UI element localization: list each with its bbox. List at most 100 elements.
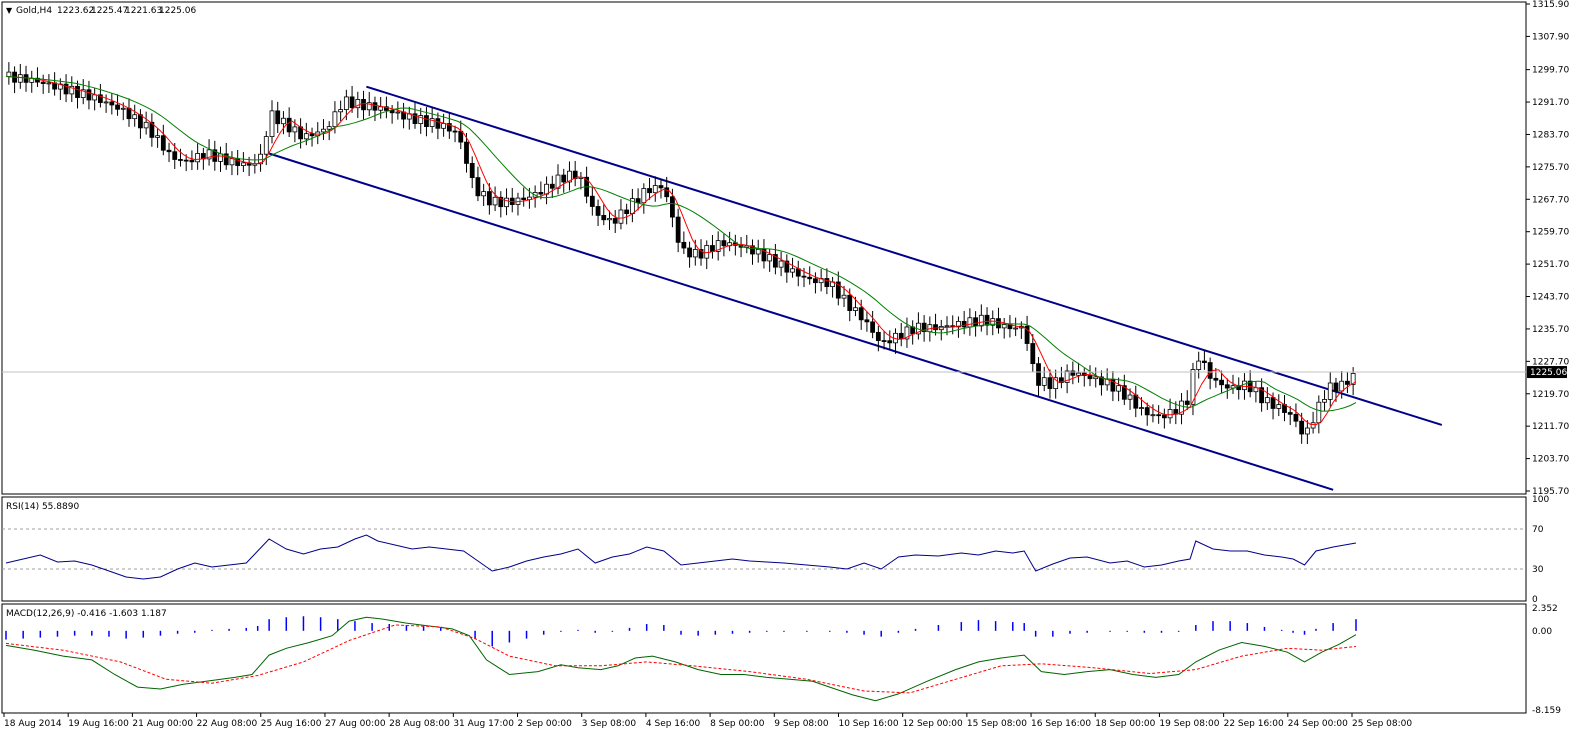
candle-bear xyxy=(612,218,618,224)
candle-bull xyxy=(715,240,721,252)
candle-bear xyxy=(475,177,481,197)
candle-bull xyxy=(1013,327,1019,330)
candle-bear xyxy=(784,260,790,273)
candle-bull xyxy=(1179,400,1184,415)
candle-bear xyxy=(1156,414,1162,417)
candle-bull xyxy=(1064,370,1070,383)
candle-bull xyxy=(1350,373,1356,385)
candle-bull xyxy=(1264,397,1270,404)
current-price-marker: 1225.06 xyxy=(2,366,1567,379)
candle-bear xyxy=(1293,413,1299,422)
header-close: 1225.06 xyxy=(159,6,196,16)
candle-bull xyxy=(755,248,761,255)
candle-bear xyxy=(160,135,166,151)
candle-bear xyxy=(349,96,355,109)
candle-bear xyxy=(1270,397,1276,409)
candle-bull xyxy=(1001,324,1007,329)
candle-bear xyxy=(469,163,475,179)
candle-bull xyxy=(1076,372,1081,376)
candle-bull xyxy=(92,94,98,101)
candle-bear xyxy=(1299,420,1305,435)
candle-bull xyxy=(218,153,223,162)
candle-bull xyxy=(69,85,75,95)
candle-bear xyxy=(1099,376,1104,386)
candle-bull xyxy=(1150,414,1156,417)
candle-bear xyxy=(881,340,887,342)
candle-bull xyxy=(652,185,658,194)
candle-bear xyxy=(1219,379,1224,386)
header-open: 1223.62 xyxy=(57,6,94,16)
time-axis: 18 Aug 2014 19 Aug 16:00 21 Aug 00:00 22 Au… xyxy=(3,713,1412,729)
candle-bear xyxy=(1224,384,1230,389)
candle-bear xyxy=(1070,370,1076,376)
candle-bear xyxy=(63,83,69,95)
candle-bear xyxy=(681,241,687,249)
candle-bull xyxy=(355,99,361,109)
candle-bull xyxy=(904,326,910,340)
regression-channel[interactable] xyxy=(268,85,1443,491)
candle-bull xyxy=(1053,377,1059,390)
candle-bear xyxy=(464,141,469,164)
candle-bull xyxy=(240,162,246,166)
macd-tick-label: 2.352 xyxy=(1532,604,1558,614)
candle-bear xyxy=(772,254,778,268)
price-tick-label: 1299.70 xyxy=(1532,66,1569,76)
candle-bear xyxy=(858,307,864,321)
candle-bull xyxy=(303,133,309,140)
rsi-panel[interactable] xyxy=(1,496,1527,602)
candle-bull xyxy=(1327,382,1333,400)
candle-bear xyxy=(86,89,92,101)
candle-bear xyxy=(538,191,544,195)
header-arrow-icon[interactable]: ▼ xyxy=(6,6,13,15)
candle-bear xyxy=(126,107,132,120)
candle-bull xyxy=(80,89,86,98)
candle-bear xyxy=(887,340,893,344)
candle-bull xyxy=(326,126,332,130)
time-tick-label: 4 Sep 16:00 xyxy=(646,719,701,729)
candle-bear xyxy=(223,153,229,166)
time-tick-label: 27 Aug 00:00 xyxy=(325,719,386,729)
price-tick-label: 1259.70 xyxy=(1532,228,1569,238)
candle-bear xyxy=(721,240,727,247)
candle-bear xyxy=(166,149,172,153)
candle-bear xyxy=(40,81,46,84)
candle-bear xyxy=(864,319,870,323)
time-tick-label: 18 Aug 2014 xyxy=(4,719,62,729)
candle-bear xyxy=(875,331,881,341)
candle-bear xyxy=(750,245,755,255)
candle-bull xyxy=(6,71,12,77)
time-tick-label: 22 Sep 16:00 xyxy=(1224,719,1284,729)
rsi-label: RSI(14) 55.8890 xyxy=(6,502,79,512)
candle-bear xyxy=(384,106,389,111)
candle-bull xyxy=(281,117,286,125)
macd-panel[interactable] xyxy=(1,603,1527,714)
candle-bull xyxy=(641,188,647,204)
time-tick-label: 25 Sep 08:00 xyxy=(1352,719,1412,729)
candle-bear xyxy=(647,188,652,194)
channel-upper-line[interactable] xyxy=(366,85,1443,426)
candle-bull xyxy=(206,149,212,160)
candle-bear xyxy=(452,130,458,133)
candle-bull xyxy=(481,191,487,197)
candle-bull xyxy=(263,136,269,155)
price-tick-label: 1227.70 xyxy=(1532,357,1569,367)
candle-bull xyxy=(956,320,961,328)
candle-bear xyxy=(389,110,395,114)
channel-lower-line[interactable] xyxy=(268,152,1334,491)
candle-bull xyxy=(1316,401,1322,424)
candle-bear xyxy=(870,321,876,333)
candle-bear xyxy=(687,247,692,258)
time-tick-label: 19 Sep 08:00 xyxy=(1159,719,1219,729)
candle-bull xyxy=(990,318,996,326)
candle-bear xyxy=(23,74,29,83)
macd-tick-label: 0.00 xyxy=(1532,627,1552,637)
candle-bear xyxy=(961,320,967,328)
ma-fast-line xyxy=(5,76,1357,426)
macd-tick-label: -8.159 xyxy=(1532,706,1561,716)
candle-bull xyxy=(492,196,498,206)
candle-bear xyxy=(446,123,452,132)
candle-bear xyxy=(109,101,115,106)
candle-bear xyxy=(435,118,441,129)
